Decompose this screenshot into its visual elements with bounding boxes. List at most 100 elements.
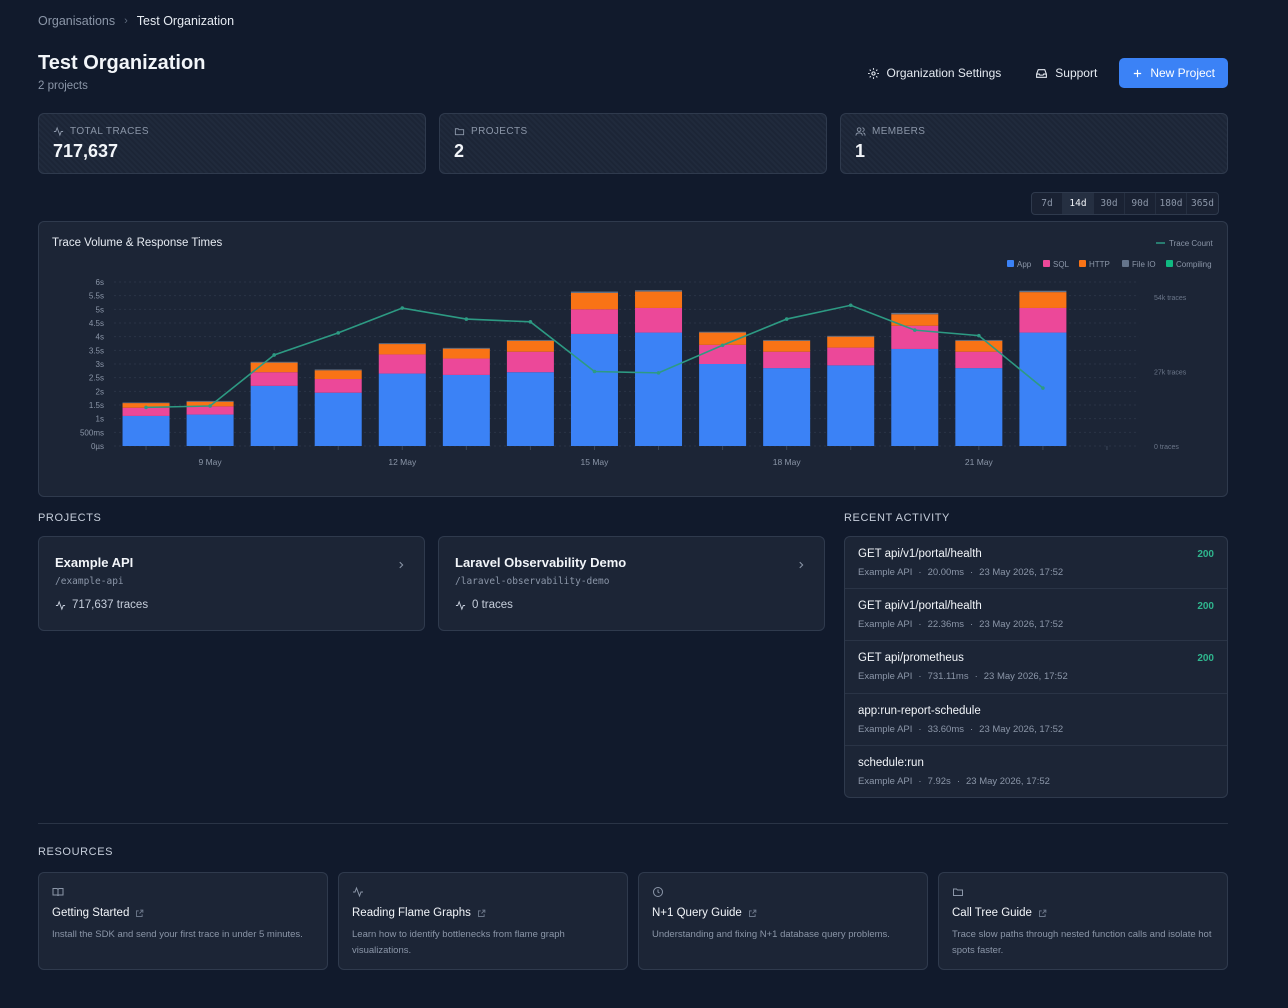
y2-tick-label: 54k traces [1154,295,1187,302]
bar-segment-file-io [442,347,490,349]
activity-time: 23 May 2026, 17:52 [965,775,1050,787]
bar-segment-sql [250,372,298,386]
x-tick-label: 15 May [581,457,610,467]
recent-activity-list: GET api/v1/portal/health Example API · 20… [844,536,1228,798]
activity-time: 23 May 2026, 17:52 [979,619,1064,631]
resource-card-call-tree-guide[interactable]: Call Tree Guide Trace slow paths through… [938,872,1228,970]
bar-segment-http [763,340,811,352]
bar-segment-sql [122,407,170,416]
breadcrumb: Organisations › Test Organization [38,14,234,28]
bar-segment-http [122,403,170,408]
bar-segment-file-io [763,339,811,341]
new-project-button[interactable]: New Project [1119,58,1228,88]
bar-segment-http [186,401,234,407]
resource-card-getting-started[interactable]: Getting Started Install the SDK and send… [38,872,328,970]
plus-icon [1132,68,1143,79]
resource-description: Learn how to identify bottlenecks from f… [352,929,565,956]
range-365d[interactable]: 365d [1191,198,1214,209]
bar-segment-http [378,344,426,355]
book-icon [52,886,314,898]
project-card-example-api[interactable]: Example API /example-api 717,637 traces [38,536,425,631]
trace-count-point [464,317,469,321]
activity-project: Example API [858,619,913,631]
resource-card-n-plus-one-query-guide[interactable]: N+1 Query Guide Understanding and fixing… [638,872,928,970]
support-label: Support [1055,66,1098,80]
external-link-icon [477,909,486,918]
trace-count-point [784,317,789,321]
stat-label: PROJECTS [471,126,528,137]
activity-project: Example API [858,671,913,683]
activity-project: Example API [858,775,913,787]
bar-segment-app [955,368,1003,446]
range-180d[interactable]: 180d [1156,193,1187,214]
bar-segment-sql [186,406,234,415]
project-card-laravel-observability-demo[interactable]: Laravel Observability Demo /laravel-obse… [438,536,825,631]
meta-separator: · [918,671,922,683]
trace-volume-chart: 0µs 500ms 1s 1.5s 2s 2.5s 3s 3.5s 4s 4.5s 5s 5.5s 6s… [80,239,1214,467]
activity-title: app:run-report-schedule [858,704,981,717]
project-slug: /laravel-observability-demo [455,576,610,587]
y-tick-label: 2.5s [89,374,104,383]
bar-segment-sql [506,351,554,373]
meta-separator: · [918,775,922,787]
project-slug: /example-api [55,576,124,587]
resource-title: Call Tree Guide [952,907,1032,919]
external-link-icon [748,909,757,918]
resource-card-reading-flame-graphs[interactable]: Reading Flame Graphs Learn how to identi… [338,872,628,970]
bar-segment-app [827,365,875,446]
bar-segment-sql [1019,307,1067,333]
external-link-icon [1038,909,1047,918]
support-button[interactable]: Support [1023,58,1109,88]
page-subtitle: 2 projects [38,80,88,92]
range-30d[interactable]: 30d [1094,193,1125,214]
y-tick-label: 6s [96,278,104,287]
bar-segment-file-io [314,369,362,371]
bar-segment-sql [763,351,811,369]
legend-app-swatch [1007,260,1014,267]
bar-segment-http [891,314,939,326]
activity-item[interactable]: schedule:run Example API · 7.92s · 23 May … [845,746,1227,797]
trace-count-point [144,405,148,410]
activity-title: GET api/v1/portal/health [858,548,982,560]
folder-icon [454,126,465,137]
bar-segment-file-io [122,402,170,404]
recent-activity-section-label: RECENT ACTIVITY [844,512,950,524]
stat-value: 1 [855,141,866,161]
meta-separator: · [974,671,978,683]
range-14d[interactable]: 14d [1063,193,1094,214]
activity-title: GET api/prometheus [858,652,964,665]
meta-separator: · [956,775,960,787]
status-badge: 200 [1197,601,1214,613]
activity-project: Example API [858,567,913,578]
organization-settings-button[interactable]: Organization Settings [855,58,1014,88]
bar-segment-http [955,340,1003,352]
activity-item[interactable]: GET api/v1/portal/health Example API · 20… [845,537,1227,590]
bar-segment-file-io [378,343,426,345]
bar-segment-file-io [699,331,747,333]
trace-count-point [912,328,917,332]
x-tick-label: 12 May [388,457,417,467]
breadcrumb-organisations-link[interactable]: Organisations [38,14,116,28]
activity-item[interactable]: app:run-report-schedule Example API · 33.… [845,694,1227,746]
meta-separator: · [918,619,922,631]
y-tick-label: 3s [96,360,104,369]
range-7d[interactable]: 7d [1032,193,1063,214]
legend-sql-label: SQL [1053,260,1070,269]
range-90d[interactable]: 90d [1125,193,1156,214]
activity-duration: 33.60ms [927,723,964,735]
bar-segment-sql [314,379,362,393]
trace-count-point [208,404,212,408]
status-badge: 200 [1197,653,1214,665]
folder-icon [952,886,1214,898]
activity-time: 23 May 2026, 17:52 [979,567,1064,578]
activity-time: 23 May 2026, 17:52 [979,723,1064,735]
bar-segment-sql [699,344,747,364]
project-name: Example API [55,555,134,570]
gear-icon [867,67,880,80]
activity-item[interactable]: GET api/v1/portal/health Example API · 22… [845,589,1227,642]
bar-segment-sql [827,347,875,366]
meta-separator: · [970,567,974,578]
bar-segment-app [250,385,298,446]
activity-item[interactable]: GET api/prometheus Example API · 731.11ms… [845,641,1227,694]
bar-segment-file-io [186,400,234,402]
